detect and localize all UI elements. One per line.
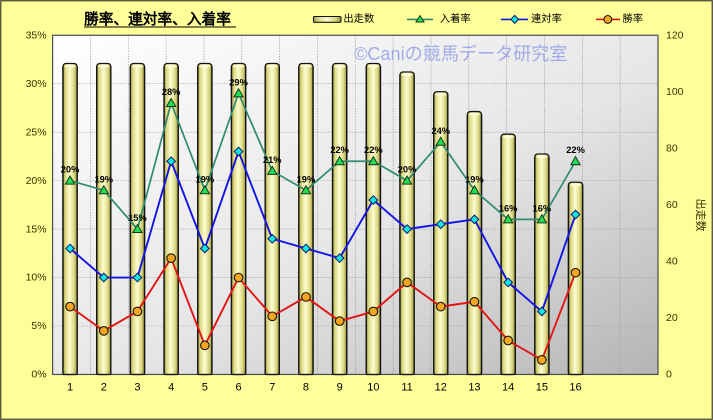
svg-text:勝率: 勝率 xyxy=(623,12,644,25)
svg-text:120: 120 xyxy=(666,30,684,42)
svg-text:20%: 20% xyxy=(398,165,417,175)
svg-text:30%: 30% xyxy=(26,78,47,90)
svg-text:19%: 19% xyxy=(465,174,484,184)
svg-text:連対率: 連対率 xyxy=(531,12,562,25)
svg-text:0%: 0% xyxy=(31,369,46,381)
svg-text:20%: 20% xyxy=(61,165,80,175)
svg-text:22%: 22% xyxy=(330,145,349,155)
svg-text:60: 60 xyxy=(666,199,678,211)
svg-text:2: 2 xyxy=(101,381,107,393)
svg-text:13: 13 xyxy=(468,381,480,393)
svg-text:22%: 22% xyxy=(364,145,383,155)
svg-text:4: 4 xyxy=(168,381,174,393)
svg-text:35%: 35% xyxy=(26,30,47,42)
svg-text:5%: 5% xyxy=(31,320,46,332)
svg-text:勝率、連対率、入着率: 勝率、連対率、入着率 xyxy=(84,10,231,28)
svg-text:10: 10 xyxy=(367,381,379,393)
svg-text:1: 1 xyxy=(67,381,73,393)
svg-text:©Caniの競馬データ研究室: ©Caniの競馬データ研究室 xyxy=(354,44,567,64)
svg-text:20%: 20% xyxy=(26,175,47,187)
svg-text:100: 100 xyxy=(666,86,684,98)
svg-text:22%: 22% xyxy=(566,145,585,155)
svg-text:12: 12 xyxy=(435,381,447,393)
svg-text:24%: 24% xyxy=(431,126,450,136)
svg-text:19%: 19% xyxy=(94,174,113,184)
svg-text:8: 8 xyxy=(303,381,309,393)
svg-text:29%: 29% xyxy=(229,77,248,87)
svg-text:14: 14 xyxy=(502,381,514,393)
svg-text:16%: 16% xyxy=(533,203,552,213)
svg-text:0: 0 xyxy=(666,369,672,381)
svg-text:19%: 19% xyxy=(297,174,316,184)
svg-text:15%: 15% xyxy=(128,213,147,223)
svg-text:15: 15 xyxy=(536,381,548,393)
svg-text:出走数: 出走数 xyxy=(694,199,708,232)
svg-text:入着率: 入着率 xyxy=(440,12,471,25)
svg-text:出走数: 出走数 xyxy=(343,12,374,25)
svg-text:11: 11 xyxy=(401,381,412,393)
svg-text:40: 40 xyxy=(666,256,678,268)
svg-text:19%: 19% xyxy=(196,174,215,184)
svg-text:3: 3 xyxy=(134,381,140,393)
svg-text:21%: 21% xyxy=(263,155,282,165)
svg-text:10%: 10% xyxy=(26,272,47,284)
svg-text:20: 20 xyxy=(666,312,678,324)
svg-text:5: 5 xyxy=(202,381,208,393)
svg-text:6: 6 xyxy=(235,381,241,393)
svg-text:25%: 25% xyxy=(26,126,47,138)
svg-text:16: 16 xyxy=(569,381,581,393)
svg-text:28%: 28% xyxy=(162,87,181,97)
svg-text:7: 7 xyxy=(269,381,275,393)
svg-text:16%: 16% xyxy=(499,203,518,213)
svg-text:9: 9 xyxy=(337,381,343,393)
svg-text:15%: 15% xyxy=(26,223,47,235)
svg-text:80: 80 xyxy=(666,143,678,155)
